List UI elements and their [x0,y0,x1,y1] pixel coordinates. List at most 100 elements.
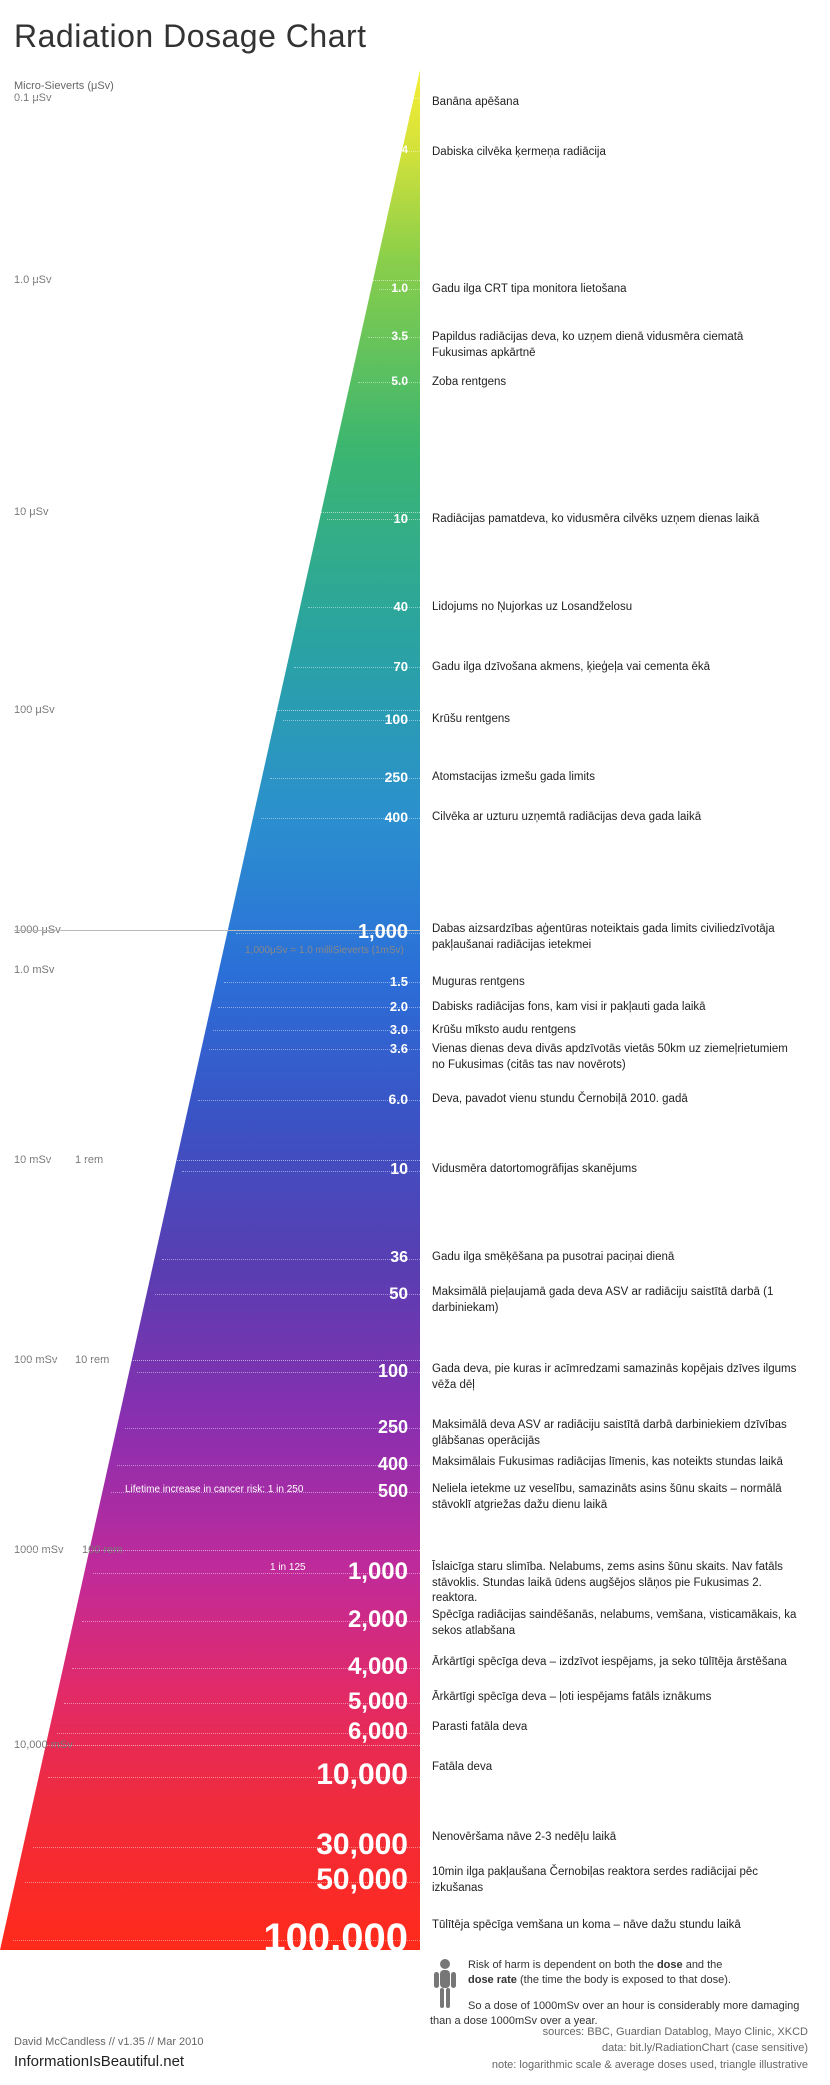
dosage-value: 50,000 [0,1865,420,1895]
dosage-row: 250Maksimālā deva ASV ar radiāciju saist… [0,1418,830,1449]
dosage-row: 1,000Īslaicīga staru slimība. Nelabums, … [0,1560,830,1607]
dosage-value: 36 [0,1250,420,1266]
dosage-value: 3.5 [0,330,420,342]
dosage-row: 100Krūšu rentgens [0,712,830,728]
dosage-row: .1Banāna apēšana [0,95,830,111]
dosage-value: 4,000 [0,1655,420,1679]
dosage-row: 36Gadu ilga smēķēšana pa pusotrai paciņa… [0,1250,830,1266]
dosage-row: 10Radiācijas pamatdeva, ko vidusmēra cil… [0,512,830,528]
dosage-value: 250 [0,770,420,784]
dosage-row: 30,000Nenovēršama nāve 2-3 nedēļu laikā [0,1830,830,1860]
dosage-row: 400Cilvēka ar uzturu uzņemtā radiācijas … [0,810,830,826]
dosage-label: Lidojums no Ņujorkas uz Losandželosu [420,600,800,616]
dosage-value: 100 [0,712,420,726]
dosage-row: 1.0Gadu ilga CRT tipa monitora lietošana [0,282,830,298]
dosage-label: Maksimālā deva ASV ar radiāciju saistītā… [420,1418,800,1449]
dosage-label: Ārkārtīgi spēcīga deva – izdzīvot iespēj… [420,1655,800,1671]
dosage-label: Vienas dienas deva divās apdzīvotās viet… [420,1042,800,1073]
dosage-label: Banāna apēšana [420,95,800,111]
dosage-label: Neliela ietekme uz veselību, samazināts … [420,1482,800,1513]
footer-bold1: dose [657,1959,683,1971]
dosage-row: 3.6Vienas dienas deva divās apdzīvotās v… [0,1042,830,1073]
dosage-value: 1,000 [0,1560,420,1584]
dosage-value: 6.0 [0,1092,420,1106]
dosage-row: 50Maksimālā pieļaujamā gada deva ASV ar … [0,1285,830,1316]
dosage-label: Parasti fatāla deva [420,1720,800,1736]
axis-label: 1000 mSv [14,1544,64,1556]
footer-bold2: dose rate [468,1974,517,1986]
dosage-row: 6.0Deva, pavadot vienu stundu Černobiļā … [0,1092,830,1108]
dosage-row: 10Vidusmēra datortomogrāfijas skanējums [0,1162,830,1178]
dosage-value: 70 [0,660,420,673]
dosage-row: 4,000Ārkārtīgi spēcīga deva – izdzīvot i… [0,1655,830,1679]
dosage-value: 10 [0,1162,420,1178]
dosage-row: 100,000Tūlītēja spēcīga vemšana un koma … [0,1918,830,1958]
dosage-label: Spēcīga radiācijas saindēšanās, nelabums… [420,1608,800,1639]
dosage-label: Maksimālā pieļaujamā gada deva ASV ar ra… [420,1285,800,1316]
dosage-value: 30,000 [0,1830,420,1860]
dosage-value: 10 [0,512,420,525]
credits-right: sources: BBC, Guardian Datablog, Mayo Cl… [492,2024,808,2074]
dosage-label: Fatāla deva [420,1760,800,1776]
dosage-note: 1 in 125 [270,1562,306,1573]
dosage-label: Gada deva, pie kuras ir acīmredzami sama… [420,1362,800,1393]
person-icon [430,1958,460,2010]
dosage-label: Dabas aizsardzības aģentūras noteiktais … [420,922,800,953]
chart-title: Radiation Dosage Chart [14,18,367,55]
dosage-label: Radiācijas pamatdeva, ko vidusmēra cilvē… [420,512,800,528]
axis-label-secondary: 100 rem [82,1544,122,1556]
dosage-value: 1,000 [0,922,420,942]
dosage-value: 10,000 [0,1760,420,1790]
dosage-label: Tūlītēja spēcīga vemšana un koma – nāve … [420,1918,800,1934]
dosage-value: 1.5 [0,975,420,988]
dosage-value: 3.0 [0,1023,420,1036]
dosage-value: 5.0 [0,375,420,387]
dosage-value: 100 [0,1362,420,1380]
dosage-value: 3.6 [0,1042,420,1055]
dosage-label: Atomstacijas izmešu gada limits [420,770,800,786]
dosage-label: Krūšu rentgens [420,712,800,728]
dosage-label: Cilvēka ar uzturu uzņemtā radiācijas dev… [420,810,800,826]
dosage-label: Deva, pavadot vienu stundu Černobiļā 201… [420,1092,800,1108]
dosage-label: Vidusmēra datortomogrāfijas skanējums [420,1162,800,1178]
dosage-row: 400Maksimālais Fukusimas radiācijas līme… [0,1455,830,1473]
dosage-label: Maksimālais Fukusimas radiācijas līmenis… [420,1455,800,1471]
dosage-label: 10min ilga pakļaušana Černobiļas reaktor… [420,1865,800,1896]
dosage-row: 5.0Zoba rentgens [0,375,830,391]
dosage-label: Krūšu mīksto audu rentgens [420,1023,800,1039]
dosage-label: Dabiska cilvēka ķermeņa radiācija [420,145,800,161]
dosage-label: Gadu ilga smēķēšana pa pusotrai paciņai … [420,1250,800,1266]
dosage-row: 1.5Muguras rentgens [0,975,830,991]
dosage-label: Papildus radiācijas deva, ko uzņem dienā… [420,330,800,361]
dosage-row: 3.5Papildus radiācijas deva, ko uzņem di… [0,330,830,361]
dosage-value: 400 [0,810,420,824]
dosage-value: 400 [0,1455,420,1473]
dosage-label: Īslaicīga staru slimība. Nelabums, zems … [420,1560,800,1607]
dosage-row: 70Gadu ilga dzīvošana akmens, ķieģeļa va… [0,660,830,676]
dosage-row: 50,00010min ilga pakļaušana Černobiļas r… [0,1865,830,1896]
dosage-value: 2.0 [0,1000,420,1013]
dosage-row: 0.4Dabiska cilvēka ķermeņa radiācija [0,145,830,161]
dosage-label: Ārkārtīgi spēcīga deva – ļoti iespējams … [420,1690,800,1706]
dosage-label: Gadu ilga dzīvošana akmens, ķieģeļa vai … [420,660,800,676]
dosage-value: 50 [0,1285,420,1302]
dosage-row: 6,000Parasti fatāla deva [0,1720,830,1744]
dosage-value: 2,000 [0,1608,420,1632]
dosage-row: 2.0Dabisks radiācijas fons, kam visi ir … [0,1000,830,1016]
dosage-value: 100,000 [0,1918,420,1958]
dosage-row: 10,000Fatāla deva [0,1760,830,1790]
dosage-label: Gadu ilga CRT tipa monitora lietošana [420,282,800,298]
dosage-row: 5,000Ārkārtīgi spēcīga deva – ļoti iespē… [0,1690,830,1714]
dosage-value: 1.0 [0,282,420,294]
footer-explainer: Risk of harm is dependent on both the do… [430,1958,810,2030]
dosage-value: 0.4 [0,145,420,156]
dosage-row: 2,000Spēcīga radiācijas saindēšanās, nel… [0,1608,830,1639]
dosage-label: Zoba rentgens [420,375,800,391]
dosage-value: 40 [0,600,420,613]
dosage-row: 100Gada deva, pie kuras ir acīmredzami s… [0,1362,830,1393]
dosage-value: 250 [0,1418,420,1436]
footer-line1: Risk of harm is dependent on both the [468,1959,657,1971]
dosage-value: 5,000 [0,1690,420,1714]
dosage-label: Nenovēršama nāve 2-3 nedēļu laikā [420,1830,800,1846]
credits-left: David McCandless // v1.35 // Mar 2010Inf… [14,2034,204,2073]
